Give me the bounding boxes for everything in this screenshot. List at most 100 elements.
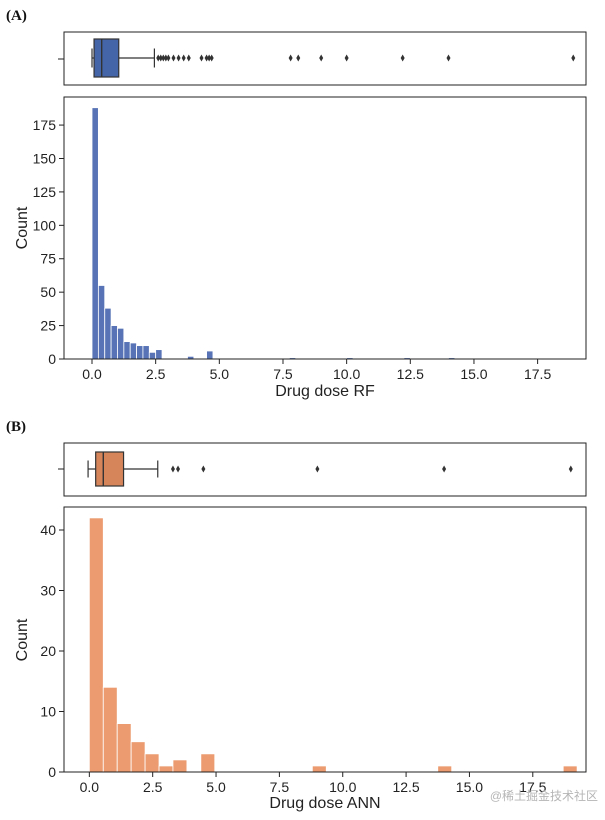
histogram-bar bbox=[142, 345, 150, 360]
y-tick-label: 50 bbox=[40, 284, 56, 300]
box-outlier-point bbox=[171, 54, 176, 62]
box-outlier-point bbox=[204, 54, 209, 62]
x-tick-label: 12.5 bbox=[392, 779, 419, 795]
x-tick-label: 0.0 bbox=[82, 366, 102, 382]
box-outlier-point bbox=[176, 54, 181, 62]
x-tick-label: 15.0 bbox=[460, 366, 487, 382]
histogram-bar bbox=[206, 350, 214, 360]
y-tick-label: 40 bbox=[40, 522, 56, 538]
x-tick-label: 5.0 bbox=[210, 366, 230, 382]
x-tick-label: 7.5 bbox=[273, 366, 293, 382]
y-tick-label: 10 bbox=[40, 703, 56, 719]
box-outlier-point bbox=[296, 54, 301, 62]
y-tick-label: 150 bbox=[33, 150, 57, 166]
box-outlier-point bbox=[319, 54, 324, 62]
box-outlier-point bbox=[400, 54, 405, 62]
histogram-bar bbox=[88, 517, 104, 773]
panel-a-x-axis-label: Drug dose RF bbox=[275, 383, 375, 400]
box-iqr bbox=[95, 451, 125, 487]
histogram-bar bbox=[311, 765, 327, 773]
histogram-bar bbox=[148, 351, 157, 360]
box-outlier-point bbox=[166, 54, 171, 62]
histogram-bar bbox=[562, 765, 578, 773]
y-tick-label: 0 bbox=[48, 351, 56, 367]
watermark-text: @稀土掘金技术社区 bbox=[490, 788, 598, 803]
y-tick-label: 20 bbox=[40, 643, 56, 659]
panel-a-histogram: 0.0 2.5 5.0 7.5 10.0 12.5 15.0 17.5 0 25 50 75 100 12… bbox=[14, 96, 587, 400]
box-outlier-point bbox=[199, 54, 204, 62]
x-tick-label: 10.0 bbox=[333, 366, 360, 382]
panel-b-x-axis-label: Drug dose ANN bbox=[269, 795, 380, 812]
panel-b-y-axis-label: Count bbox=[14, 618, 31, 661]
y-tick-label: 30 bbox=[40, 582, 56, 598]
panel-a-plot-frame bbox=[63, 96, 587, 360]
histogram-bar bbox=[91, 107, 99, 360]
panel-a-label: (A) bbox=[6, 8, 27, 24]
histogram-bar bbox=[158, 765, 174, 773]
box-outlier-point bbox=[163, 54, 168, 62]
box-outlier-point bbox=[288, 54, 293, 62]
panel-a-box-marks bbox=[91, 38, 576, 78]
panel-b: (B) 0.0 2.5 5.0 7.5 10.0 12.5 15.0 17.5 0 10 20 30 4… bbox=[6, 419, 587, 812]
panel-a-y-axis-label: Count bbox=[14, 206, 31, 249]
x-tick-label: 12.5 bbox=[397, 366, 424, 382]
box-outlier-point bbox=[176, 465, 181, 473]
box-outlier-point bbox=[571, 54, 576, 62]
histogram-bar bbox=[200, 753, 216, 773]
histogram-bar bbox=[123, 341, 131, 360]
panel-a-boxplot bbox=[58, 31, 587, 86]
panel-a: (A) 0.0 2.5 5.0 7.5 10.0 12.5 15.0 17.5 0 25 50 75 1… bbox=[6, 8, 587, 400]
panel-b-bars bbox=[88, 517, 578, 773]
y-tick-label: 0 bbox=[48, 764, 56, 780]
panel-b-boxplot bbox=[58, 442, 587, 497]
box-outlier-point bbox=[186, 54, 191, 62]
histogram-bar bbox=[144, 753, 160, 773]
x-tick-label: 0.0 bbox=[80, 779, 100, 795]
box-outlier-point bbox=[344, 54, 349, 62]
box-outlier-point bbox=[181, 54, 186, 62]
panel-b-axis-ticks: 0.0 2.5 5.0 7.5 10.0 12.5 15.0 17.5 0 10 20 30 40 bbox=[40, 522, 546, 795]
x-tick-label: 7.5 bbox=[270, 779, 290, 795]
box-outlier-point bbox=[315, 465, 320, 473]
histogram-bar bbox=[155, 349, 163, 360]
box-outlier-point bbox=[446, 54, 451, 62]
histogram-bar bbox=[116, 723, 132, 773]
box-outlier-point bbox=[170, 465, 175, 473]
box-outlier-point bbox=[158, 54, 163, 62]
box-outlier-point bbox=[161, 54, 166, 62]
histogram-bar bbox=[110, 325, 118, 360]
panel-a-axis-ticks: 0.0 2.5 5.0 7.5 10.0 12.5 15.0 17.5 0 25 50 75 100 12… bbox=[33, 117, 552, 382]
histogram-bar bbox=[104, 307, 112, 360]
panel-b-plot-frame bbox=[63, 506, 587, 773]
histogram-bar bbox=[102, 686, 118, 773]
box-outlier-point bbox=[442, 465, 447, 473]
histogram-bar bbox=[117, 327, 125, 360]
y-tick-label: 175 bbox=[33, 117, 57, 133]
x-tick-label: 17.5 bbox=[524, 366, 551, 382]
y-tick-label: 125 bbox=[33, 184, 57, 200]
x-tick-label: 17.5 bbox=[519, 779, 546, 795]
box-iqr bbox=[93, 38, 120, 78]
panel-a-bars bbox=[91, 107, 456, 360]
box-outlier-point bbox=[209, 54, 214, 62]
box-outlier-point bbox=[207, 54, 212, 62]
panel-b-label: (B) bbox=[6, 419, 26, 435]
histogram-bar bbox=[136, 345, 144, 360]
histogram-bar bbox=[172, 759, 188, 773]
histogram-bar bbox=[97, 285, 106, 360]
y-tick-label: 25 bbox=[40, 318, 56, 334]
panel-b-box-marks bbox=[87, 451, 573, 487]
x-tick-label: 5.0 bbox=[206, 779, 226, 795]
x-tick-label: 2.5 bbox=[143, 779, 163, 795]
box-outlier-point bbox=[201, 465, 206, 473]
box-outlier-point bbox=[156, 54, 161, 62]
box-outlier-point bbox=[568, 465, 573, 473]
x-tick-label: 2.5 bbox=[146, 366, 166, 382]
x-tick-label: 15.0 bbox=[456, 779, 483, 795]
x-tick-label: 10.0 bbox=[329, 779, 356, 795]
histogram-bar bbox=[437, 765, 453, 773]
panel-b-histogram: 0.0 2.5 5.0 7.5 10.0 12.5 15.0 17.5 0 10 20 30 40 Dr… bbox=[14, 506, 587, 812]
histogram-bar bbox=[129, 342, 137, 360]
y-tick-label: 75 bbox=[40, 251, 56, 267]
